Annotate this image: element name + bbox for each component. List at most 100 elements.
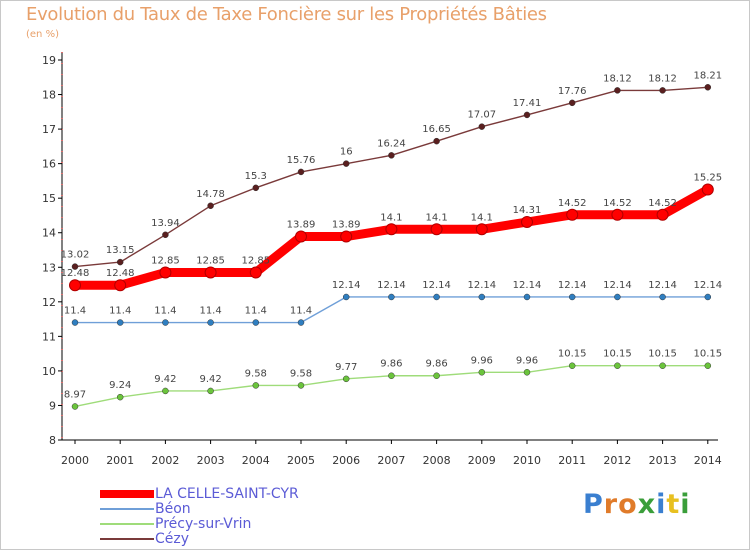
x-tick-label: 2013: [649, 454, 677, 467]
point-beon: [342, 293, 350, 301]
logo-letter: o: [618, 489, 638, 520]
data-labels-layer: 13.02 13.15 13.94 14.78 15.3 15.76 16 16.24 16.6…: [61, 70, 722, 400]
legend-label-cezy: Cézy: [155, 531, 190, 547]
point-beon: [659, 293, 666, 301]
y-tick-label: 8: [49, 434, 56, 447]
logo-letter: i: [680, 489, 691, 520]
data-label-la-celle-saint-cyr: 14.1: [425, 212, 447, 223]
point-precy-sur-vrin: [478, 369, 486, 376]
series-layer: [69, 84, 714, 410]
axes: 8 9 10 11 12 13 14 15 16 17 18 19 2000 2001 2002 2003 20…: [42, 52, 722, 467]
data-label-precy-sur-vrin: 10.15: [648, 349, 677, 360]
data-label-cezy: 16.24: [377, 138, 406, 149]
point-la-celle-saint-cyr: [159, 266, 172, 279]
point-beon: [252, 319, 260, 326]
data-label-precy-sur-vrin: 9.96: [516, 355, 538, 366]
point-la-celle-saint-cyr: [249, 266, 262, 279]
x-tick-label: 2012: [603, 454, 631, 467]
point-cezy: [568, 99, 576, 107]
point-precy-sur-vrin: [162, 387, 169, 395]
point-cezy: [659, 87, 666, 94]
point-la-celle-saint-cyr: [566, 208, 579, 221]
y-tick-label: 15: [42, 192, 56, 205]
point-cezy: [207, 202, 214, 210]
logo-letter: t: [666, 489, 681, 520]
point-la-celle-saint-cyr: [385, 223, 398, 236]
data-label-la-celle-saint-cyr: 14.52: [603, 198, 632, 209]
x-tick-label: 2010: [513, 454, 541, 467]
point-precy-sur-vrin: [207, 387, 214, 395]
point-la-celle-saint-cyr: [114, 279, 127, 292]
data-label-beon: 12.14: [513, 280, 542, 291]
point-la-celle-saint-cyr: [611, 208, 624, 221]
legend-swatch-beon: [100, 508, 154, 510]
x-tick-label: 2001: [106, 454, 134, 467]
x-tick-label: 2003: [197, 454, 225, 467]
data-label-la-celle-saint-cyr: 13.89: [332, 220, 361, 231]
data-label-cezy: 15.3: [245, 171, 267, 182]
x-tick-label: 2000: [61, 454, 89, 467]
point-la-celle-saint-cyr: [69, 279, 81, 292]
data-label-beon: 12.14: [467, 280, 496, 291]
data-label-beon: 12.14: [603, 280, 632, 291]
legend-swatch-precy-sur-vrin: [100, 523, 154, 525]
point-la-celle-saint-cyr: [340, 230, 353, 243]
x-tick-label: 2002: [151, 454, 179, 467]
x-tick-label: 2014: [694, 454, 722, 467]
logo-letter: P: [583, 489, 604, 520]
point-cezy: [433, 137, 440, 145]
data-label-beon: 11.4: [109, 306, 131, 317]
legend-swatch-cezy: [100, 538, 154, 540]
y-tick-label: 16: [42, 158, 56, 171]
logo-letter: i: [656, 489, 667, 520]
point-cezy: [71, 263, 79, 270]
data-label-precy-sur-vrin: 8.97: [64, 389, 86, 400]
data-label-beon: 11.4: [199, 306, 221, 317]
point-la-celle-saint-cyr: [204, 266, 217, 279]
point-beon: [116, 319, 124, 326]
point-precy-sur-vrin: [252, 382, 260, 389]
chart-subtitle: (en %): [26, 29, 59, 40]
point-la-celle-saint-cyr: [475, 223, 488, 236]
data-label-beon: 12.14: [648, 280, 677, 291]
data-label-la-celle-saint-cyr: 13.89: [287, 220, 316, 231]
point-beon: [614, 293, 621, 301]
data-label-cezy: 13.02: [61, 250, 90, 261]
point-precy-sur-vrin: [704, 362, 712, 369]
y-tick-label: 11: [42, 330, 56, 343]
logo-letter: r: [603, 489, 619, 520]
data-label-la-celle-saint-cyr: 12.48: [106, 268, 135, 279]
x-tick-label: 2005: [287, 454, 315, 467]
point-precy-sur-vrin: [116, 393, 124, 401]
legend-label-precy-sur-vrin: Précy-sur-Vrin: [155, 516, 252, 532]
data-label-precy-sur-vrin: 10.15: [693, 349, 722, 360]
data-label-precy-sur-vrin: 9.77: [335, 362, 357, 373]
data-label-la-celle-saint-cyr: 12.85: [196, 255, 225, 266]
data-label-beon: 12.14: [377, 280, 406, 291]
proxiti-logo: Proxiti: [583, 489, 691, 520]
logo-letter: x: [637, 489, 657, 520]
data-label-precy-sur-vrin: 9.42: [154, 374, 176, 385]
legend-label-la-celle-saint-cyr: LA CELLE-SAINT-CYR: [155, 486, 299, 502]
point-beon: [568, 293, 576, 301]
point-beon: [523, 293, 531, 301]
data-label-cezy: 16.65: [422, 124, 451, 135]
point-precy-sur-vrin: [433, 372, 440, 379]
data-label-cezy: 18.21: [693, 70, 722, 81]
point-beon: [297, 319, 305, 326]
data-label-precy-sur-vrin: 9.86: [380, 359, 402, 370]
data-label-beon: 12.14: [693, 280, 722, 291]
data-label-la-celle-saint-cyr: 14.31: [513, 205, 542, 216]
series-line-precy-sur-vrin: [74, 365, 708, 408]
point-cezy: [478, 123, 486, 130]
data-label-precy-sur-vrin: 9.96: [471, 355, 493, 366]
data-label-la-celle-saint-cyr: 14.52: [558, 198, 587, 209]
point-beon: [704, 293, 712, 301]
point-beon: [388, 293, 395, 301]
data-label-la-celle-saint-cyr: 14.1: [380, 212, 402, 223]
data-label-precy-sur-vrin: 10.15: [603, 349, 632, 360]
data-label-precy-sur-vrin: 9.24: [109, 380, 131, 391]
y-tick-label: 18: [42, 89, 56, 102]
point-beon: [478, 293, 486, 301]
